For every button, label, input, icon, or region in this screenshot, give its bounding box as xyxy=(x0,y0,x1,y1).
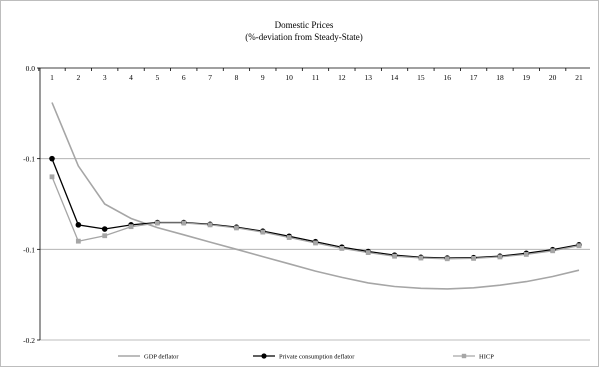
x-tick-label: 10 xyxy=(285,73,293,82)
y-tick-label: -0.2 xyxy=(23,336,35,345)
x-tick-label: 8 xyxy=(235,73,239,82)
chart-subtitle: (%-deviation from Steady-State) xyxy=(245,32,362,42)
x-tick-label: 19 xyxy=(523,73,531,82)
data-point-hicp xyxy=(128,224,134,230)
gridlines xyxy=(40,67,590,341)
x-tick-label: 6 xyxy=(182,73,186,82)
data-point-hicp xyxy=(339,246,345,251)
data-point-hicp xyxy=(313,240,318,246)
data-point-hicp xyxy=(523,252,529,257)
x-tick-label: 15 xyxy=(417,73,425,82)
x-tick-label: 20 xyxy=(549,73,557,82)
data-point-hicp xyxy=(155,220,160,226)
legend-label-hicp: HICP xyxy=(479,354,494,361)
x-tick-label: 13 xyxy=(364,73,372,82)
chart-title: Domestic Prices xyxy=(275,20,334,30)
data-point-hicp xyxy=(576,243,582,249)
data-point-private-consumption-deflator xyxy=(49,155,55,162)
x-tick-label: 1 xyxy=(50,73,54,82)
x-tick-label: 2 xyxy=(76,73,80,82)
data-point-hicp xyxy=(286,235,292,240)
x-tick-label: 12 xyxy=(338,73,346,82)
x-tick-label: 7 xyxy=(208,73,212,82)
data-point-hicp xyxy=(392,253,397,259)
x-tick-label: 16 xyxy=(444,73,452,82)
data-point-private-consumption-deflator xyxy=(101,226,108,232)
x-tick-label: 17 xyxy=(470,73,478,82)
data-point-hicp xyxy=(102,233,108,239)
data-point-hicp xyxy=(260,229,266,235)
legend-marker-hicp xyxy=(461,353,467,359)
legend: GDP deflator Private consumption deflator… xyxy=(118,353,494,361)
x-tick-label: 21 xyxy=(575,73,583,82)
x-tick-label: 18 xyxy=(496,73,504,82)
data-point-hicp xyxy=(75,238,81,244)
x-tick-label: 3 xyxy=(103,73,107,82)
legend-label-gdp-deflator: GDP deflator xyxy=(144,354,179,361)
data-point-private-consumption-deflator xyxy=(75,222,82,228)
x-tick-label: 14 xyxy=(391,73,399,82)
data-point-hicp xyxy=(471,256,476,261)
data-point-hicp xyxy=(550,248,556,254)
y-tick-label: 0.0 xyxy=(26,64,36,73)
data-point-hicp xyxy=(444,256,450,262)
data-point-hicp xyxy=(234,225,239,231)
x-tick-label: 5 xyxy=(156,73,160,82)
x-tick-label: 11 xyxy=(312,73,319,82)
series-lines xyxy=(51,102,580,290)
x-tick-label: 9 xyxy=(261,73,265,82)
x-tick-label: 4 xyxy=(129,73,133,82)
data-point-hicp xyxy=(49,174,55,180)
series-line-gdp-deflator xyxy=(51,102,580,290)
legend-label-private-consumption-deflator: Private consumption deflator xyxy=(279,354,355,361)
series-markers xyxy=(49,155,582,262)
y-tick-label: -0.1 xyxy=(23,155,35,164)
legend-marker-private-consumption-deflator xyxy=(261,353,267,359)
y-tick-label: -0.1 xyxy=(23,245,35,254)
data-point-hicp xyxy=(497,254,503,260)
data-point-hicp xyxy=(181,220,187,226)
data-point-hicp xyxy=(207,222,213,228)
data-point-hicp xyxy=(365,250,371,255)
data-point-hicp xyxy=(418,255,424,261)
axes: 0.0-0.1-0.1-0.21 2 3 4 5 6 7 8 9 10 11 12 13 14 15 16 17… xyxy=(23,64,583,345)
